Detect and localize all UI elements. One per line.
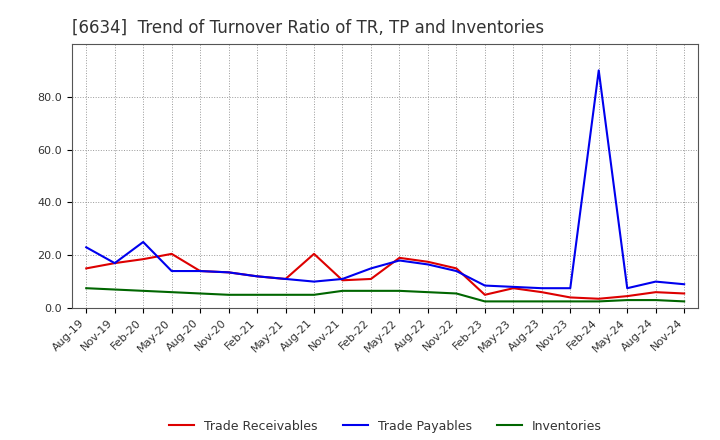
Trade Payables [338,276,347,282]
Trade Receivables [395,255,404,260]
Trade Receivables [652,290,660,295]
Inventories [595,299,603,304]
Line: Trade Payables: Trade Payables [86,70,684,288]
Inventories [366,288,375,293]
Inventories [423,290,432,295]
Trade Payables [452,268,461,274]
Text: [6634]  Trend of Turnover Ratio of TR, TP and Inventories: [6634] Trend of Turnover Ratio of TR, TP… [72,19,544,37]
Line: Trade Receivables: Trade Receivables [86,254,684,299]
Trade Receivables [452,266,461,271]
Trade Payables [110,260,119,266]
Trade Receivables [566,295,575,300]
Trade Payables [167,268,176,274]
Trade Payables [623,286,631,291]
Trade Payables [566,286,575,291]
Inventories [110,287,119,292]
Trade Payables [480,283,489,288]
Trade Receivables [167,251,176,257]
Trade Payables [680,282,688,287]
Trade Receivables [82,266,91,271]
Inventories [196,291,204,296]
Trade Receivables [110,260,119,266]
Inventories [139,288,148,293]
Trade Payables [395,258,404,263]
Inventories [310,292,318,297]
Trade Receivables [509,286,518,291]
Inventories [225,292,233,297]
Trade Receivables [680,291,688,296]
Trade Payables [196,268,204,274]
Trade Receivables [423,259,432,264]
Trade Receivables [253,274,261,279]
Trade Receivables [310,251,318,257]
Inventories [480,299,489,304]
Trade Receivables [623,293,631,299]
Trade Payables [282,276,290,282]
Inventories [452,291,461,296]
Trade Payables [310,279,318,284]
Inventories [509,299,518,304]
Trade Receivables [480,292,489,297]
Trade Payables [595,68,603,73]
Inventories [82,286,91,291]
Inventories [395,288,404,293]
Trade Receivables [139,257,148,262]
Inventories [253,292,261,297]
Legend: Trade Receivables, Trade Payables, Inventories: Trade Receivables, Trade Payables, Inven… [164,414,606,437]
Inventories [680,299,688,304]
Trade Payables [225,270,233,275]
Inventories [652,297,660,303]
Inventories [566,299,575,304]
Trade Payables [423,262,432,267]
Trade Receivables [537,290,546,295]
Trade Receivables [282,276,290,282]
Trade Receivables [225,270,233,275]
Inventories [623,297,631,303]
Inventories [282,292,290,297]
Trade Payables [139,239,148,245]
Trade Receivables [595,296,603,301]
Trade Payables [253,274,261,279]
Inventories [338,288,347,293]
Trade Receivables [338,278,347,283]
Trade Payables [82,245,91,250]
Line: Inventories: Inventories [86,288,684,301]
Trade Receivables [366,276,375,282]
Inventories [167,290,176,295]
Trade Payables [652,279,660,284]
Inventories [537,299,546,304]
Trade Payables [537,286,546,291]
Trade Payables [366,266,375,271]
Trade Payables [509,284,518,290]
Trade Receivables [196,268,204,274]
